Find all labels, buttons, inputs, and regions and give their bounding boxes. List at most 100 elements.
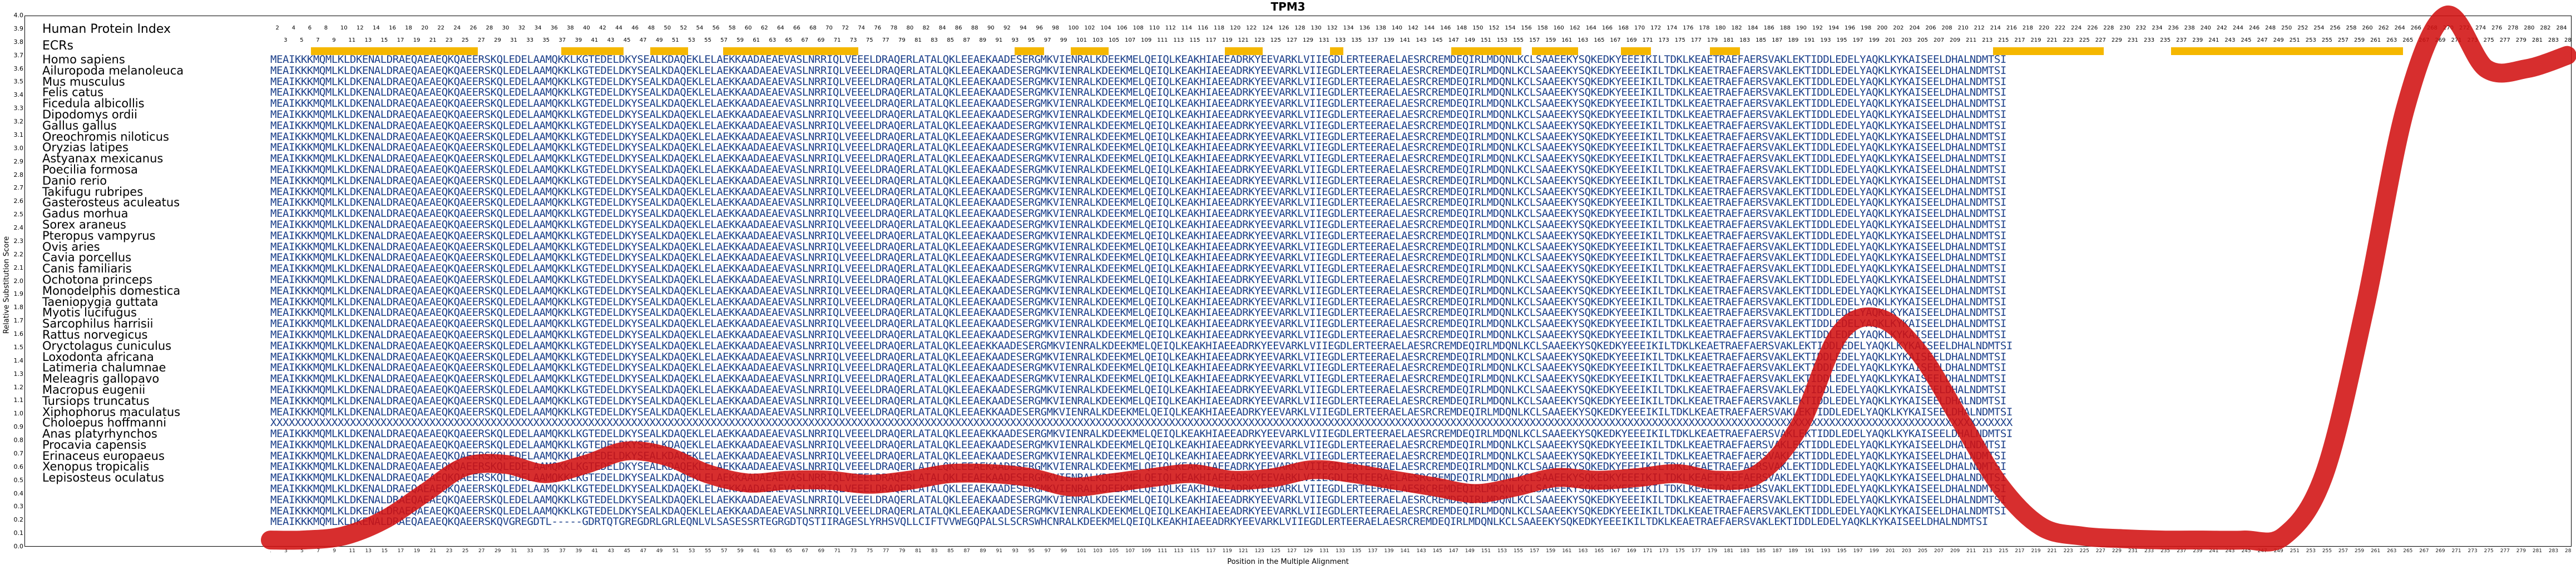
index-number: 94 <box>1020 25 1027 31</box>
index-number: 97 <box>1044 37 1051 43</box>
index-number: 179 <box>1707 37 1718 43</box>
y-tick-label: 0.8 <box>13 437 24 444</box>
index-number: 61 <box>753 37 760 43</box>
index-number: 221 <box>2046 37 2058 43</box>
index-number: 51 <box>671 37 679 43</box>
index-number: 60 <box>744 25 752 31</box>
y-tick-label: 2.1 <box>13 264 24 271</box>
plot-area <box>24 16 2572 547</box>
top-index-even: 2 4 6 8 10 12 14 16 18 20 22 24 26 28 30 32 34 36 38 40 42 44… <box>270 24 2572 32</box>
index-number: 55 <box>704 37 711 43</box>
index-number: 100 <box>1068 25 1079 31</box>
bottom-index-number: 131 <box>1319 548 1329 554</box>
bottom-index-number: 259 <box>2354 548 2365 554</box>
bottom-index-number: 101 <box>1076 548 1087 554</box>
index-number: 58 <box>728 25 736 31</box>
index-number: 246 <box>2248 25 2260 31</box>
bottom-index-number: 239 <box>2193 548 2203 554</box>
index-number: 44 <box>615 25 622 31</box>
index-number: 79 <box>898 37 906 43</box>
bottom-index-number: 149 <box>1465 548 1475 554</box>
bottom-index-number: 185 <box>1756 548 1766 554</box>
species-label: Takifugu rubripes <box>42 185 144 199</box>
y-tick-label: 0.2 <box>13 516 24 524</box>
sequence-row: MEAIKKKMQMLKLDKENALDRAEQAEAEQKQAEERSKQLE… <box>270 86 2006 99</box>
index-number: 238 <box>2184 25 2195 31</box>
index-number: 230 <box>2119 25 2130 31</box>
index-number: 247 <box>2257 37 2268 43</box>
index-number: 146 <box>1440 25 1451 31</box>
bottom-index-number: 271 <box>2451 548 2461 554</box>
species-label: Oryctolagus cuniculus <box>42 339 172 353</box>
index-number: 22 <box>437 25 445 31</box>
bottom-index-number: 199 <box>1869 548 1879 554</box>
index-number: 220 <box>2038 25 2050 31</box>
sequence-row: MEAIKKKMQMLKLDKENALDRAEQAEAEQKQAEERSKQLE… <box>270 251 2006 264</box>
bottom-index-number: 119 <box>1222 548 1232 554</box>
y-tick-label: 0.5 <box>13 476 24 484</box>
index-number: 158 <box>1537 25 1548 31</box>
bottom-index-number: 285 <box>2565 548 2572 554</box>
index-number: 74 <box>858 25 866 31</box>
index-number: 216 <box>2006 25 2017 31</box>
index-number: 138 <box>1375 25 1386 31</box>
index-number: 228 <box>2103 25 2114 31</box>
bottom-index-number: 89 <box>980 548 986 554</box>
y-tick-label: 4.0 <box>13 12 24 19</box>
y-tick-label: 1.0 <box>13 410 24 418</box>
bottom-index-number: 263 <box>2387 548 2397 554</box>
sequence-row: MEAIKKKMQMLKLDKENALDRAEQAEAEQKQAEERSKQLE… <box>270 163 2006 176</box>
index-number: 49 <box>655 37 663 43</box>
index-number: 283 <box>2548 37 2559 43</box>
sequence-row: MEAIKKKMQMLKLDKENALDRAEQAEAEQKQAEERSKQLE… <box>270 152 2006 165</box>
species-label: Choloepus hoffmanni <box>42 416 167 430</box>
y-tick-label: 3.3 <box>13 105 24 112</box>
species-label: Oreochromis niloticus <box>42 130 169 143</box>
ecr-bar <box>1992 47 2104 55</box>
index-number: 91 <box>995 37 1003 43</box>
index-number: 136 <box>1359 25 1370 31</box>
index-number: 282 <box>2540 25 2551 31</box>
index-number: 285 <box>2564 37 2572 43</box>
sequence-row: MEAIKKKMQMLKLDKENALDRAEQAEAEQKQAEERSKQLE… <box>270 504 2006 517</box>
species-label: Mus musculus <box>42 75 125 88</box>
sequence-row: MEAIKKKMQMLKLDKENALDRAEQAEAEQKQAEERSKQLE… <box>270 405 2013 418</box>
index-number: 165 <box>1594 37 1605 43</box>
index-number: 237 <box>2176 37 2187 43</box>
species-label: Myotis lucifugus <box>42 306 137 320</box>
bottom-index-number: 241 <box>2209 548 2219 554</box>
index-number: 263 <box>2386 37 2397 43</box>
index-number: 261 <box>2370 37 2381 43</box>
y-tick-label: 2.4 <box>13 224 24 231</box>
index-number: 235 <box>2160 37 2171 43</box>
index-number: 5 <box>300 37 304 43</box>
index-number: 264 <box>2394 25 2405 31</box>
index-number: 33 <box>526 37 533 43</box>
index-number: 104 <box>1100 25 1111 31</box>
bottom-index-number: 283 <box>2548 548 2559 554</box>
index-number: 242 <box>2216 25 2227 31</box>
index-number: 187 <box>1772 37 1783 43</box>
bottom-index-number: 269 <box>2435 548 2445 554</box>
index-number: 186 <box>1763 25 1774 31</box>
index-number: 160 <box>1553 25 1564 31</box>
index-number: 215 <box>1998 37 2009 43</box>
index-number: 279 <box>2515 37 2526 43</box>
index-number: 68 <box>809 25 817 31</box>
index-number: 207 <box>1933 37 1945 43</box>
sequence-row: MEAIKKKMQMLKLDKENALDRAEQAEAEQKQAEERSKQLE… <box>270 394 2006 407</box>
bottom-index-number: 243 <box>2225 548 2235 554</box>
y-tick-label: 0.3 <box>13 503 24 510</box>
bottom-index-number: 37 <box>559 548 566 554</box>
index-number: 90 <box>987 25 995 31</box>
index-number: 203 <box>1901 37 1912 43</box>
y-tick-label: 3.5 <box>13 78 24 86</box>
y-tick-label: 1.3 <box>13 370 24 378</box>
y-tick-label: 2.0 <box>13 277 24 285</box>
index-number: 169 <box>1626 37 1637 43</box>
sequence-row: MEAIKKKMQMLKLDKENALDRAEQAEAEQKQAEERSKQLE… <box>270 54 2006 66</box>
index-number: 27 <box>478 37 485 43</box>
species-labels: Human Protein Index ECRs Homo sapiens Ail… <box>42 21 270 484</box>
y-tick-label: 0.1 <box>13 529 24 537</box>
index-number: 153 <box>1496 37 1507 43</box>
